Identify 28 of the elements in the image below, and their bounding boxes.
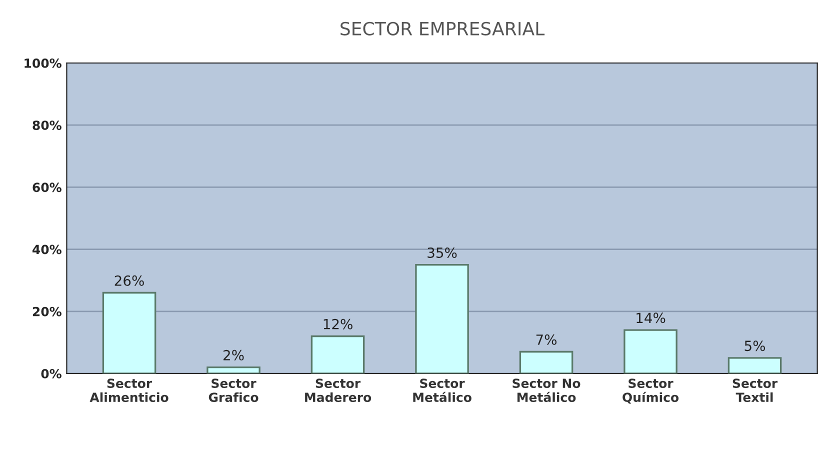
bar <box>728 357 782 374</box>
y-tick-label: 40% <box>32 244 62 254</box>
y-tick-label: 0% <box>41 368 62 378</box>
x-tick-label: Sector Grafico <box>208 378 258 402</box>
y-tick-label: 80% <box>32 120 62 130</box>
data-label: 26% <box>114 275 144 286</box>
data-label: 14% <box>636 312 666 324</box>
x-tick-label: Sector Metálico <box>413 378 472 402</box>
chart-title: SECTOR EMPRESARIAL <box>340 22 545 36</box>
bar <box>310 335 365 374</box>
x-tick-label: Sector Alimenticio <box>90 378 168 402</box>
y-tick-label: 20% <box>32 306 62 316</box>
data-label: 35% <box>428 247 457 258</box>
x-tick-label: Sector No Metálico <box>512 378 580 402</box>
data-label: 7% <box>536 334 557 345</box>
bar <box>102 292 156 374</box>
x-tick-label: Sector Maderero <box>305 378 372 402</box>
data-label: 2% <box>224 350 244 360</box>
y-tick-label: 100% <box>24 58 62 68</box>
data-label: 12% <box>324 318 352 330</box>
bar <box>415 264 469 374</box>
y-tick-label: 60% <box>32 182 62 192</box>
bar <box>206 366 260 374</box>
x-tick-label: Sector Químico <box>622 378 679 404</box>
x-tick-label: Sector Textil <box>732 378 778 402</box>
bar <box>519 350 574 374</box>
data-label: 5% <box>744 340 766 352</box>
bar <box>624 329 678 374</box>
